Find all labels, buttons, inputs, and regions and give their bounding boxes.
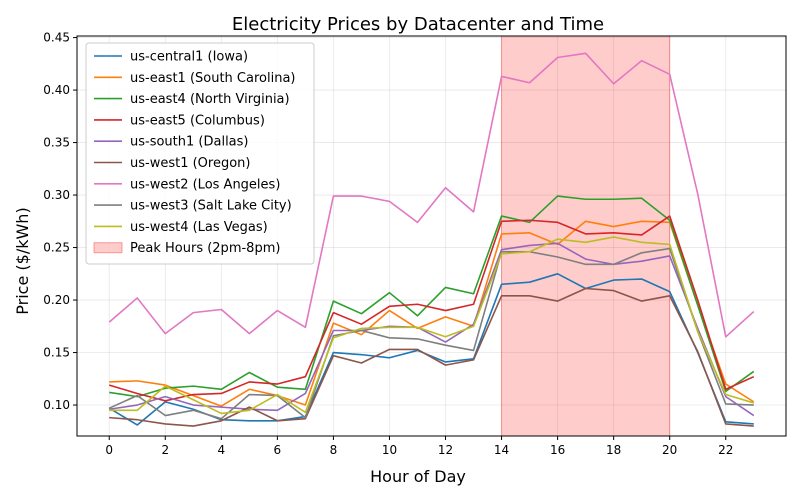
- x-tick-label: 18: [606, 443, 621, 457]
- y-tick-label: 0.15: [43, 346, 70, 360]
- x-tick-label: 2: [161, 443, 169, 457]
- series-line-3: [109, 215, 755, 402]
- series-line-4: [109, 242, 755, 417]
- x-tick-label: 0: [105, 443, 113, 457]
- y-tick-label: 0.30: [43, 188, 70, 202]
- x-tick-label: 10: [382, 443, 397, 457]
- legend-label: us-west1 (Oregon): [130, 156, 251, 171]
- x-tick-label: 8: [330, 443, 338, 457]
- legend-label: us-south1 (Dallas): [130, 135, 249, 150]
- series-line-8: [109, 236, 754, 415]
- series-line-2: [109, 195, 755, 398]
- peak-hours-band: [501, 36, 670, 436]
- x-axis-label: Hour of Day: [370, 467, 466, 486]
- y-tick-label: 0.40: [43, 83, 70, 97]
- y-tick-label: 0.45: [43, 31, 70, 45]
- x-tick-label: 20: [662, 443, 677, 457]
- legend-label: us-west4 (Las Vegas): [130, 220, 268, 235]
- series-line-5: [109, 287, 754, 427]
- x-axis-ticks: 0 2 4 6 8 10 12 14 16 18 20 22: [105, 436, 733, 457]
- legend: us-central1 (Iowa) us-east1 (South Caroli…: [85, 42, 315, 265]
- x-tick-label: 16: [550, 443, 565, 457]
- legend-label: us-west2 (Los Angeles): [130, 177, 280, 192]
- y-tick-label: 0.25: [43, 241, 70, 255]
- legend-label: us-east5 (Columbus): [130, 113, 265, 128]
- legend-box: [85, 42, 315, 265]
- legend-label: us-east4 (North Virginia): [130, 92, 290, 107]
- legend-label-peak: Peak Hours (2pm-8pm): [130, 241, 280, 256]
- x-tick-label: 12: [438, 443, 453, 457]
- series-lines: [108, 52, 755, 427]
- y-axis-label: Price ($/kWh): [13, 207, 32, 314]
- x-tick-label: 4: [218, 443, 226, 457]
- series-line-7: [108, 247, 754, 420]
- legend-label: us-west3 (Salt Lake City): [130, 199, 292, 214]
- y-tick-label: 0.10: [43, 398, 70, 412]
- x-tick-label: 6: [274, 443, 282, 457]
- peak-hours-shading: [501, 36, 671, 436]
- plot-frame: [76, 35, 787, 437]
- series-line-6: [108, 52, 755, 338]
- x-tick-label: 14: [494, 443, 509, 457]
- series-line-1: [109, 220, 755, 407]
- y-tick-label: 0.35: [43, 136, 70, 150]
- legend-label: us-central1 (Iowa): [130, 50, 248, 65]
- legend-swatch-peak: [93, 242, 123, 254]
- legend-label: us-east1 (South Carolina): [130, 71, 295, 86]
- y-axis-ticks: 0.10 0.15 0.20 0.25 0.30 0.35 0.40 0.45: [43, 31, 77, 412]
- chart-title: Electricity Prices by Datacenter and Tim…: [232, 14, 604, 35]
- y-tick-label: 0.20: [43, 293, 70, 307]
- x-tick-label: 22: [718, 443, 733, 457]
